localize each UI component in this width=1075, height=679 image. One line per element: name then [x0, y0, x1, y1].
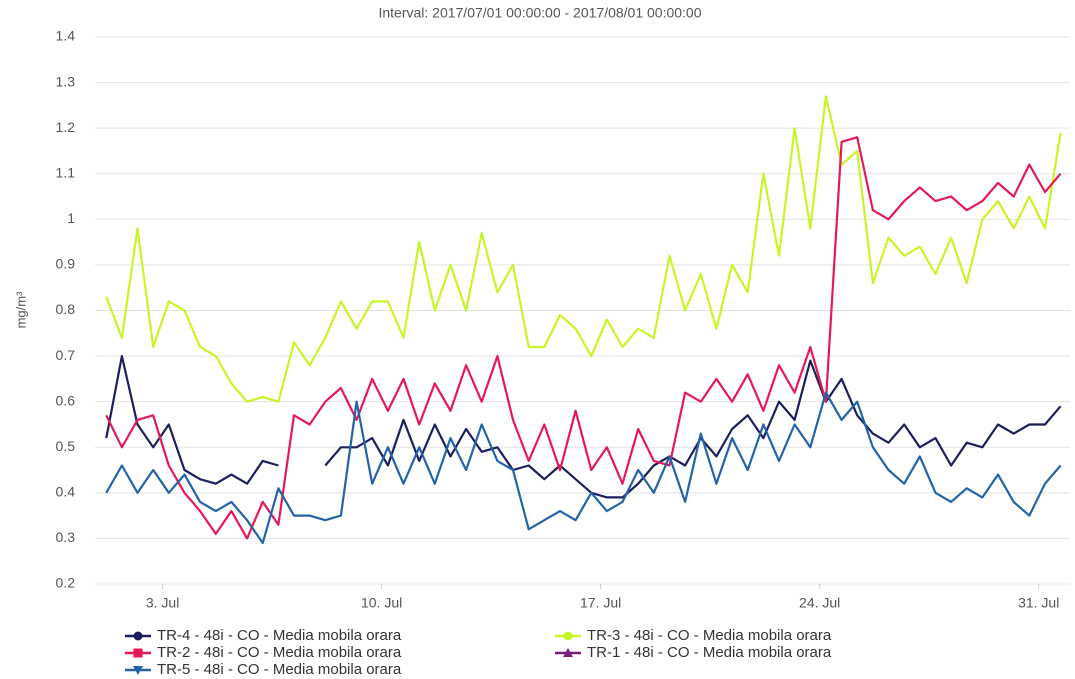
x-tick-label: 31. Jul: [1018, 595, 1059, 611]
y-tick-label: 1: [67, 210, 75, 226]
y-axis-label: mg/m³: [13, 291, 28, 329]
y-tick-label: 1.4: [56, 28, 76, 44]
legend-marker: [563, 648, 573, 657]
y-tick-label: 0.8: [56, 301, 76, 317]
chart-title: Interval: 2017/07/01 00:00:00 - 2017/08/…: [378, 5, 701, 21]
legend-label: TR-1 - 48i - CO - Media mobila orara: [587, 644, 832, 661]
legend-label: TR-5 - 48i - CO - Media mobila orara: [157, 661, 402, 678]
x-tick-label: 24. Jul: [799, 595, 840, 611]
series-line: [105, 391, 1062, 545]
legend-label: TR-4 - 48i - CO - Media mobila orara: [157, 627, 402, 644]
x-tick-label: 10. Jul: [361, 595, 402, 611]
legend-marker: [563, 631, 573, 641]
y-tick-label: 0.7: [56, 347, 76, 363]
x-tick-label: 17. Jul: [580, 595, 621, 611]
series-line: [105, 355, 1062, 499]
y-tick-label: 1.1: [56, 164, 76, 180]
legend-marker: [133, 648, 143, 658]
y-tick-label: 0.2: [56, 575, 76, 591]
y-tick-label: 0.9: [56, 256, 76, 272]
series-line: [105, 95, 1062, 403]
y-tick-label: 1.3: [56, 73, 76, 89]
x-tick-label: 3. Jul: [146, 595, 179, 611]
y-tick-label: 0.5: [56, 438, 76, 454]
y-tick-label: 0.3: [56, 529, 76, 545]
legend-marker: [133, 666, 143, 675]
y-tick-label: 1.2: [56, 119, 76, 135]
y-tick-label: 0.4: [56, 484, 76, 500]
y-tick-label: 0.6: [56, 392, 76, 408]
legend-marker: [133, 631, 143, 641]
legend-label: TR-2 - 48i - CO - Media mobila orara: [157, 644, 402, 661]
series-line: [105, 136, 1062, 540]
legend-label: TR-3 - 48i - CO - Media mobila orara: [587, 627, 832, 644]
